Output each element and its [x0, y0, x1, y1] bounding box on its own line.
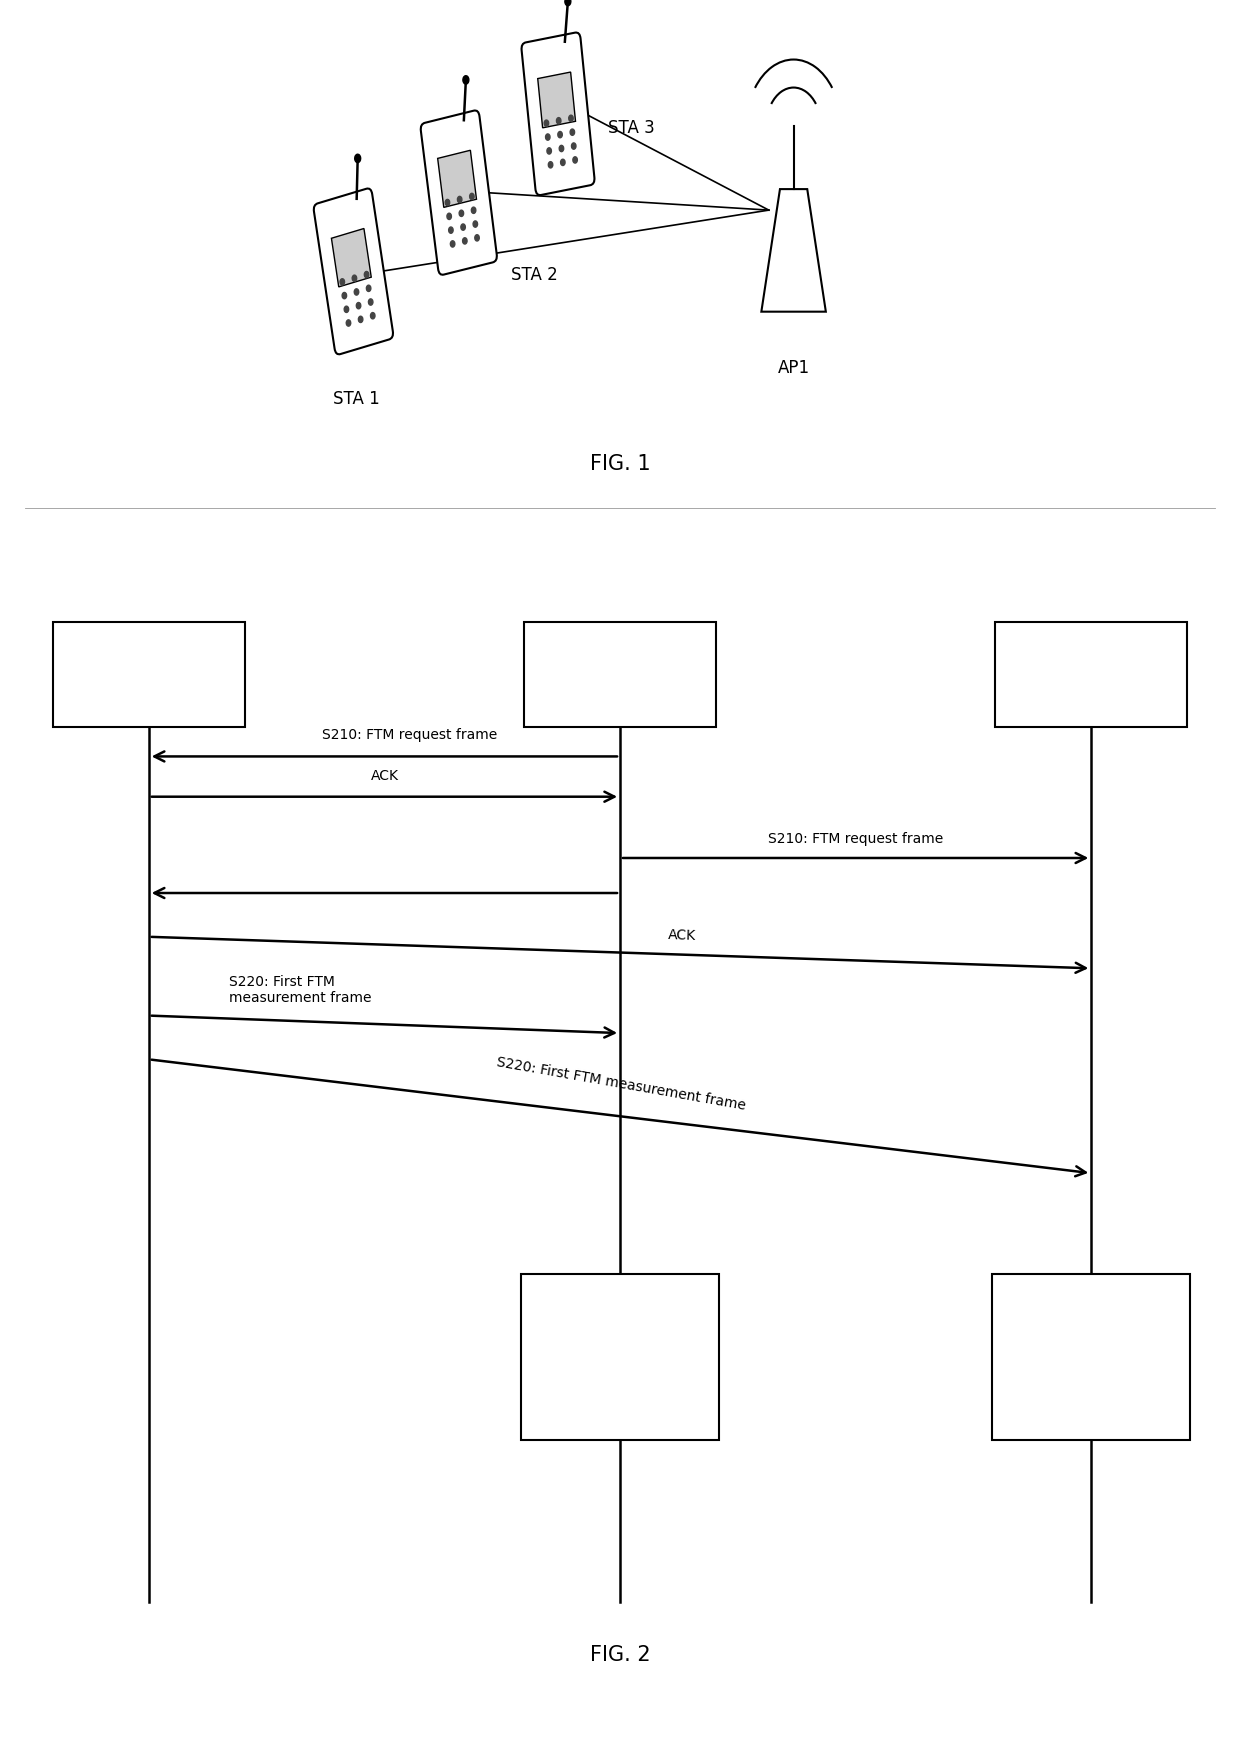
- Circle shape: [569, 116, 573, 121]
- Circle shape: [475, 235, 480, 242]
- Text: AP1: AP1: [777, 359, 810, 376]
- Text: S220: First FTM
measurement frame: S220: First FTM measurement frame: [229, 975, 372, 1005]
- Circle shape: [559, 145, 564, 152]
- FancyBboxPatch shape: [521, 1275, 719, 1439]
- Circle shape: [446, 214, 451, 219]
- Text: FIG. 1: FIG. 1: [590, 454, 650, 475]
- Circle shape: [355, 154, 361, 163]
- Circle shape: [565, 0, 570, 5]
- Circle shape: [547, 147, 552, 154]
- FancyBboxPatch shape: [438, 151, 476, 207]
- FancyBboxPatch shape: [52, 622, 246, 727]
- FancyBboxPatch shape: [994, 622, 1188, 727]
- FancyBboxPatch shape: [331, 228, 371, 287]
- Circle shape: [352, 275, 357, 282]
- Circle shape: [368, 299, 373, 305]
- FancyBboxPatch shape: [420, 110, 497, 275]
- Text: S230: Obtain a
measurement
parameter: S230: Obtain a measurement parameter: [1039, 1334, 1143, 1380]
- Circle shape: [346, 320, 351, 326]
- FancyBboxPatch shape: [538, 72, 575, 128]
- Text: ACK: ACK: [371, 769, 398, 783]
- Text: ACK: ACK: [668, 928, 697, 942]
- Circle shape: [463, 75, 469, 84]
- Circle shape: [471, 207, 476, 214]
- Text: S210: FTM request frame: S210: FTM request frame: [321, 728, 497, 742]
- Text: STA 1: STA 1: [332, 390, 379, 408]
- FancyBboxPatch shape: [523, 622, 717, 727]
- Text: S230: Obtain a
measurement
parameter: S230: Obtain a measurement parameter: [568, 1334, 672, 1380]
- Text: Communications
device: Communications device: [1027, 658, 1156, 690]
- Circle shape: [342, 292, 347, 299]
- Circle shape: [449, 228, 453, 233]
- Circle shape: [340, 278, 345, 285]
- Circle shape: [548, 161, 553, 168]
- Text: FIG. 2: FIG. 2: [590, 1644, 650, 1665]
- Circle shape: [470, 193, 474, 200]
- Circle shape: [445, 200, 450, 205]
- Circle shape: [461, 224, 465, 229]
- Circle shape: [557, 117, 560, 124]
- Circle shape: [560, 159, 565, 166]
- FancyBboxPatch shape: [522, 33, 594, 194]
- Text: STA 3: STA 3: [608, 119, 655, 137]
- Circle shape: [459, 210, 464, 217]
- Circle shape: [570, 130, 574, 135]
- Circle shape: [356, 303, 361, 308]
- Circle shape: [345, 306, 348, 312]
- Circle shape: [371, 313, 374, 319]
- Text: S220: First FTM measurement frame: S220: First FTM measurement frame: [496, 1056, 746, 1114]
- Circle shape: [558, 131, 562, 138]
- Circle shape: [355, 289, 358, 296]
- FancyBboxPatch shape: [314, 189, 393, 354]
- Circle shape: [546, 133, 551, 140]
- Circle shape: [358, 317, 363, 322]
- Circle shape: [463, 238, 467, 243]
- Text: Response
device: Response device: [112, 658, 186, 690]
- Circle shape: [450, 242, 455, 247]
- Circle shape: [544, 121, 548, 126]
- Polygon shape: [761, 189, 826, 312]
- Circle shape: [572, 144, 575, 149]
- Circle shape: [458, 196, 461, 203]
- Circle shape: [365, 271, 368, 278]
- FancyBboxPatch shape: [992, 1275, 1190, 1439]
- Circle shape: [366, 285, 371, 291]
- Text: S210: FTM request frame: S210: FTM request frame: [768, 832, 944, 846]
- Circle shape: [474, 221, 477, 228]
- Text: STA 2: STA 2: [511, 266, 558, 284]
- Text: Communications
device: Communications device: [556, 658, 684, 690]
- Circle shape: [573, 158, 578, 163]
